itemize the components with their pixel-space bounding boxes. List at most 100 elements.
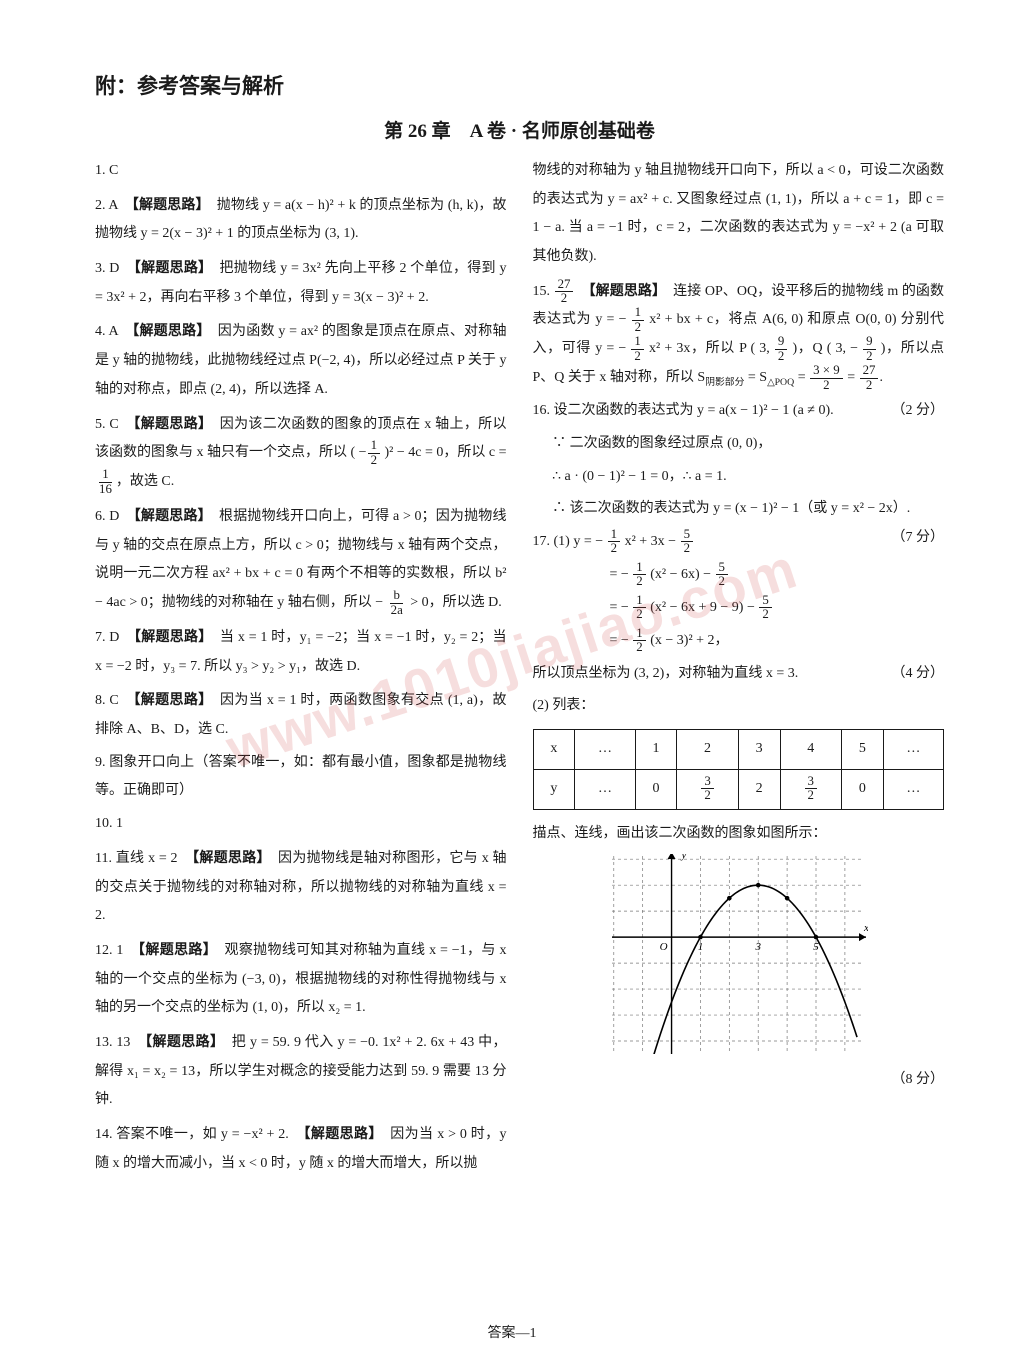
- q16a: 16. 设二次函数的表达式为 y = a(x − 1)² − 1 (a ≠ 0)…: [533, 397, 945, 426]
- q17-vertex-text: 所以顶点坐标为 (3, 2)，对称轴为直线 x = 3.: [533, 666, 799, 681]
- table-cell: 4: [780, 730, 841, 770]
- q14-cont: 物线的对称轴为 y 轴且抛物线开口向下，所以 a < 0，可设二次函数的表达式为…: [533, 157, 945, 272]
- frac-1-2c: 12: [631, 335, 643, 363]
- frac-27-2b: 272: [860, 364, 879, 392]
- q17-line3: = − 12 (x² − 6x + 9 − 9) − 52: [533, 594, 945, 623]
- frac-9-2a: 92: [775, 335, 787, 363]
- q16d: ∴ 该二次函数的表达式为 y = (x − 1)² − 1（或 y = x² −…: [533, 495, 945, 524]
- graph-wrap: 135Oyx: [533, 854, 945, 1066]
- parabola-graph: 135Oyx: [608, 854, 868, 1054]
- q5: 5. C 【解题思路】 因为该二次函数的图象的顶点在 x 轴上，所以该函数的图象…: [95, 409, 507, 498]
- frac-1-2g: 12: [633, 627, 645, 655]
- frac-5-2b: 52: [716, 561, 728, 589]
- q8-num: 8. C: [95, 693, 133, 708]
- q11-num: 11. 直线 x = 2: [95, 851, 192, 866]
- q15-h: =: [844, 371, 859, 386]
- table-cell: 0: [841, 769, 883, 809]
- frac-9-2b: 92: [863, 335, 875, 363]
- table-cell: …: [883, 730, 943, 770]
- right-column: 物线的对称轴为 y 轴且抛物线开口向下，所以 a < 0，可设二次函数的表达式为…: [533, 157, 945, 1182]
- q17-line4: = − 12 (x − 3)² + 2，: [533, 627, 945, 656]
- q14-num: 14. 答案不唯一，如 y = −x² + 2.: [95, 1127, 304, 1142]
- q17-vertex: 所以顶点坐标为 (3, 2)，对称轴为直线 x = 3. （4 分）: [533, 660, 945, 689]
- left-column: 1. C 2. A 【解题思路】 抛物线 y = a(x − h)² + k 的…: [95, 157, 507, 1182]
- q13-num: 13. 13: [95, 1035, 145, 1050]
- q17-line4b: (x − 3)² + 2，: [647, 633, 729, 648]
- q17-line3a: = −: [610, 600, 633, 615]
- q13-hint: 【解题思路】: [145, 1033, 217, 1049]
- q17-line1: 17. (1) y = − 12 x² + 3x − 52: [533, 528, 945, 557]
- q16b: ∵ 二次函数的图象经过原点 (0, 0)，: [533, 430, 945, 459]
- q9: 9. 图象开口向上（答案不唯一，如：都有最小值，图象都是抛物线等。正确即可）: [95, 749, 507, 806]
- chapter-title: 第 26 章 A 卷 · 名师原创基础卷: [95, 116, 944, 143]
- q4-num: 4. A: [95, 324, 132, 339]
- q15-i: .: [879, 371, 883, 386]
- q15-c: x² + 3x，所以 P ( 3,: [645, 342, 774, 357]
- frac-1-16: 116: [96, 468, 115, 496]
- frac-1-2d: 12: [608, 528, 620, 556]
- frac-1-2b: 12: [632, 306, 644, 334]
- table-cell: …: [883, 769, 943, 809]
- q12-num: 12. 1: [95, 943, 138, 958]
- table-cell: 3: [738, 730, 780, 770]
- frac-1-2f: 12: [633, 594, 645, 622]
- q14: 14. 答案不唯一，如 y = −x² + 2. 【解题思路】 因为当 x > …: [95, 1119, 507, 1178]
- frac-5-2a: 52: [681, 528, 693, 556]
- svg-text:x: x: [863, 922, 868, 934]
- q17-line2b: (x² − 6x) −: [647, 567, 715, 582]
- q5-end: ，故选 C.: [116, 474, 174, 489]
- table-cell: …: [575, 769, 635, 809]
- table-cell: 1: [635, 730, 677, 770]
- q15-num: 15.: [533, 284, 554, 299]
- frac-b-2a: b2a: [388, 589, 406, 617]
- q6-hint: 【解题思路】: [134, 507, 205, 523]
- frac-5-2c: 52: [759, 594, 771, 622]
- q17-line3b: (x² − 6x + 9 − 9) −: [647, 600, 759, 615]
- q7: 7. D 【解题思路】 当 x = 1 时，y₁ = −2；当 x = −1 时…: [95, 622, 507, 681]
- q15-sub2: △POQ: [767, 377, 794, 388]
- q3-num: 3. D: [95, 261, 134, 276]
- frac-3x9-2: 3 × 92: [810, 364, 843, 392]
- q11: 11. 直线 x = 2 【解题思路】 因为抛物线是轴对称图形，它与 x 轴的交…: [95, 843, 507, 931]
- svg-text:1: 1: [698, 941, 704, 953]
- q12-hint: 【解题思路】: [138, 941, 210, 957]
- q15-hint: 【解题思路】: [574, 282, 659, 298]
- q14-hint: 【解题思路】: [304, 1125, 376, 1141]
- table-cell: x: [533, 730, 575, 770]
- q17-score-text: （8 分）: [892, 1072, 945, 1087]
- q2: 2. A 【解题思路】 抛物线 y = a(x − h)² + k 的顶点坐标为…: [95, 190, 507, 249]
- q16d-text: ∴ 该二次函数的表达式为 y = (x − 1)² − 1（或 y = x² −…: [552, 501, 910, 516]
- table-cell: …: [575, 730, 635, 770]
- table-cell: 0: [635, 769, 677, 809]
- q10: 10. 1: [95, 810, 507, 839]
- table-cell: 5: [841, 730, 883, 770]
- q17-head: 17. (1) y = −: [533, 534, 607, 549]
- q2-hint: 【解题思路】: [132, 196, 203, 212]
- q6-body-c: > 0，所以选 D.: [407, 595, 502, 610]
- q17-vertex-score: （4 分）: [892, 660, 945, 689]
- table-cell: 2: [677, 730, 738, 770]
- q15-d: )，Q ( 3, −: [788, 342, 862, 357]
- q16a-text: 16. 设二次函数的表达式为 y = a(x − 1)² − 1 (a ≠ 0)…: [533, 403, 834, 418]
- q16a-score: （2 分）: [892, 397, 945, 426]
- q15: 15. 272 【解题思路】 连接 OP、OQ，设平移后的抛物线 m 的函数表达…: [533, 276, 945, 393]
- table-row: y…0322320…: [533, 769, 944, 809]
- q8: 8. C 【解题思路】 因为当 x = 1 时，两函数图象有交点 (1, a)，…: [95, 685, 507, 744]
- q17-list: (2) 列表：: [533, 692, 945, 721]
- q17-score: （8 分）: [533, 1066, 945, 1095]
- q5-post: )² − 4c = 0，所以 c =: [381, 445, 506, 460]
- q5-num: 5. C: [95, 417, 133, 432]
- q6-num: 6. D: [95, 509, 134, 524]
- values-table: x…12345… y…0322320…: [533, 729, 945, 810]
- q15-g: =: [794, 371, 809, 386]
- table-cell: 2: [738, 769, 780, 809]
- q7-num: 7. D: [95, 630, 134, 645]
- q11-hint: 【解题思路】: [192, 849, 264, 865]
- table-cell: 32: [677, 769, 738, 809]
- q4: 4. A 【解题思路】 因为函数 y = ax² 的图象是顶点在原点、对称轴是 …: [95, 316, 507, 404]
- frac-1-2: 12: [368, 439, 380, 467]
- frac-1-2e: 12: [633, 561, 645, 589]
- q4-hint: 【解题思路】: [132, 322, 203, 338]
- q16c: ∴ a · (0 − 1)² − 1 = 0，∴ a = 1.: [533, 463, 945, 492]
- q17-line4a: = −: [610, 633, 633, 648]
